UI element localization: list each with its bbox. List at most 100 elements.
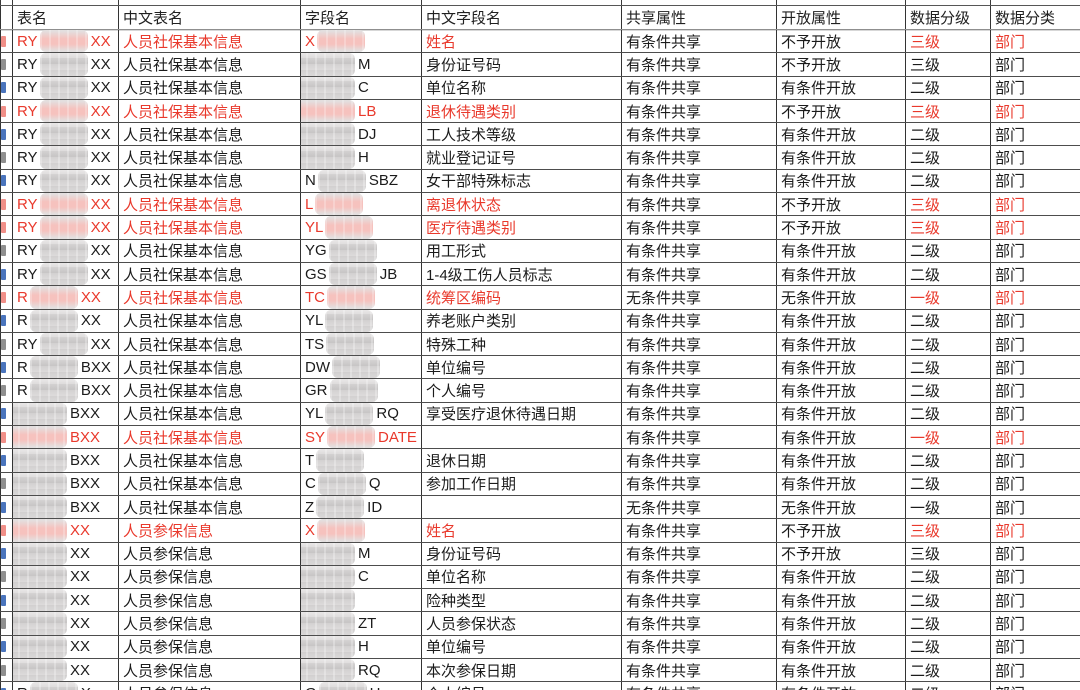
cell-share-attr[interactable]: 有条件共享 xyxy=(621,589,776,612)
cell-data-category[interactable]: 部门 xyxy=(990,239,1080,262)
header-share-attr[interactable]: 共享属性 xyxy=(621,6,776,29)
cell-share-attr[interactable]: 有条件共享 xyxy=(621,356,776,379)
cell-table-name[interactable]: XX xyxy=(12,519,118,542)
cell-table-name[interactable]: RY XX xyxy=(12,99,118,123)
cell-field-name[interactable]: YL xyxy=(300,309,421,332)
cell-field-name[interactable]: TS xyxy=(300,332,421,356)
cell-share-attr[interactable]: 有条件共享 xyxy=(621,332,776,356)
cell-field-name[interactable]: T xyxy=(300,449,421,472)
cell-open-attr[interactable]: 有条件开放 xyxy=(776,589,905,612)
cell-field-cn[interactable]: 身份证号码 xyxy=(421,53,621,76)
cell-open-attr[interactable]: 不予开放 xyxy=(776,519,905,542)
header-open-attr[interactable]: 开放属性 xyxy=(776,6,905,29)
cell-field-name[interactable]: YL xyxy=(300,216,421,239)
cell-data-category[interactable]: 部门 xyxy=(990,99,1080,123)
cell-field-cn[interactable]: 特殊工种 xyxy=(421,332,621,356)
cell-field-name[interactable]: GS JB xyxy=(300,262,421,286)
cell-field-cn[interactable]: 身份证号码 xyxy=(421,542,621,565)
cell-open-attr[interactable]: 不予开放 xyxy=(776,542,905,565)
cell-share-attr[interactable]: 有条件共享 xyxy=(621,146,776,169)
cell-field-cn[interactable]: 医疗待遇类别 xyxy=(421,216,621,239)
header-table-name[interactable]: 表名 xyxy=(12,6,118,29)
cell-field-name[interactable]: Z ID xyxy=(300,495,421,519)
cell-share-attr[interactable]: 有条件共享 xyxy=(621,402,776,426)
cell-table-cn[interactable]: 人员社保基本信息 xyxy=(118,262,300,286)
cell-field-cn[interactable]: 姓名 xyxy=(421,30,621,53)
cell-field-name[interactable]: N SBZ xyxy=(300,169,421,193)
cell-share-attr[interactable]: 有条件共享 xyxy=(621,53,776,76)
cell-table-name[interactable]: RY XX xyxy=(12,216,118,239)
cell-data-level[interactable]: 二级 xyxy=(905,356,990,379)
cell-share-attr[interactable]: 有条件共享 xyxy=(621,426,776,449)
cell-table-name[interactable]: R BXX xyxy=(12,356,118,379)
cell-share-attr[interactable]: 有条件共享 xyxy=(621,635,776,659)
cell-open-attr[interactable]: 不予开放 xyxy=(776,30,905,53)
cell-data-category[interactable]: 部门 xyxy=(990,426,1080,449)
cell-share-attr[interactable]: 有条件共享 xyxy=(621,612,776,635)
cell-field-name[interactable]: GR xyxy=(300,379,421,402)
cell-data-category[interactable]: 部门 xyxy=(990,379,1080,402)
cell-data-level[interactable]: 二级 xyxy=(905,309,990,332)
cell-field-cn[interactable]: 本次参保日期 xyxy=(421,659,621,682)
cell-share-attr[interactable]: 有条件共享 xyxy=(621,123,776,146)
cell-field-cn[interactable]: 养老账户类别 xyxy=(421,309,621,332)
header-field-name[interactable]: 字段名 xyxy=(300,6,421,29)
cell-open-attr[interactable]: 有条件开放 xyxy=(776,239,905,262)
cell-open-attr[interactable]: 不予开放 xyxy=(776,99,905,123)
cell-data-level[interactable]: 二级 xyxy=(905,659,990,682)
cell-field-cn[interactable]: 单位编号 xyxy=(421,635,621,659)
cell-field-name[interactable]: RQ xyxy=(300,659,421,682)
cell-open-attr[interactable]: 不予开放 xyxy=(776,193,905,216)
cell-table-cn[interactable]: 人员社保基本信息 xyxy=(118,402,300,426)
cell-data-level[interactable]: 二级 xyxy=(905,472,990,495)
cell-table-name[interactable]: XX xyxy=(12,542,118,565)
cell-table-cn[interactable]: 人员参保信息 xyxy=(118,659,300,682)
cell-table-name[interactable]: RY XX xyxy=(12,332,118,356)
cell-field-cn[interactable]: 就业登记证号 xyxy=(421,146,621,169)
cell-table-name[interactable]: RY XX xyxy=(12,53,118,76)
cell-data-level[interactable]: 三级 xyxy=(905,53,990,76)
cell-table-cn[interactable]: 人员参保信息 xyxy=(118,682,300,690)
cell-data-level[interactable]: 一级 xyxy=(905,495,990,519)
cell-table-cn[interactable]: 人员社保基本信息 xyxy=(118,169,300,193)
cell-open-attr[interactable]: 不予开放 xyxy=(776,53,905,76)
cell-open-attr[interactable]: 有条件开放 xyxy=(776,309,905,332)
cell-field-cn[interactable]: 人员参保状态 xyxy=(421,612,621,635)
cell-share-attr[interactable]: 有条件共享 xyxy=(621,449,776,472)
cell-open-attr[interactable]: 无条件开放 xyxy=(776,286,905,309)
cell-table-cn[interactable]: 人员社保基本信息 xyxy=(118,99,300,123)
cell-field-cn[interactable]: 享受医疗退休待遇日期 xyxy=(421,402,621,426)
cell-table-name[interactable]: RY XX xyxy=(12,239,118,262)
cell-data-category[interactable]: 部门 xyxy=(990,472,1080,495)
cell-table-cn[interactable]: 人员参保信息 xyxy=(118,565,300,589)
header-field-cn[interactable]: 中文字段名 xyxy=(421,6,621,29)
cell-field-cn[interactable]: 姓名 xyxy=(421,519,621,542)
cell-share-attr[interactable]: 无条件共享 xyxy=(621,286,776,309)
cell-table-cn[interactable]: 人员社保基本信息 xyxy=(118,193,300,216)
cell-data-level[interactable]: 三级 xyxy=(905,216,990,239)
cell-table-name[interactable]: BXX xyxy=(12,449,118,472)
cell-data-level[interactable]: 三级 xyxy=(905,519,990,542)
cell-open-attr[interactable]: 有条件开放 xyxy=(776,379,905,402)
cell-data-level[interactable]: 三级 xyxy=(905,30,990,53)
cell-data-level[interactable]: 三级 xyxy=(905,193,990,216)
cell-table-name[interactable]: RY XX xyxy=(12,30,118,53)
cell-table-cn[interactable]: 人员社保基本信息 xyxy=(118,123,300,146)
cell-field-name[interactable]: L xyxy=(300,193,421,216)
cell-field-cn[interactable]: 退休日期 xyxy=(421,449,621,472)
cell-field-cn[interactable]: 女干部特殊标志 xyxy=(421,169,621,193)
cell-field-cn[interactable]: 参加工作日期 xyxy=(421,472,621,495)
cell-table-cn[interactable]: 人员社保基本信息 xyxy=(118,146,300,169)
cell-table-name[interactable]: RY XX xyxy=(12,193,118,216)
cell-field-name[interactable]: M xyxy=(300,53,421,76)
cell-table-name[interactable]: XX xyxy=(12,659,118,682)
cell-table-name[interactable]: BXX xyxy=(12,402,118,426)
cell-data-category[interactable]: 部门 xyxy=(990,169,1080,193)
cell-share-attr[interactable]: 有条件共享 xyxy=(621,542,776,565)
cell-share-attr[interactable]: 有条件共享 xyxy=(621,659,776,682)
cell-table-cn[interactable]: 人员社保基本信息 xyxy=(118,30,300,53)
cell-field-name[interactable]: TC xyxy=(300,286,421,309)
cell-data-category[interactable]: 部门 xyxy=(990,262,1080,286)
cell-field-name[interactable]: DW xyxy=(300,356,421,379)
